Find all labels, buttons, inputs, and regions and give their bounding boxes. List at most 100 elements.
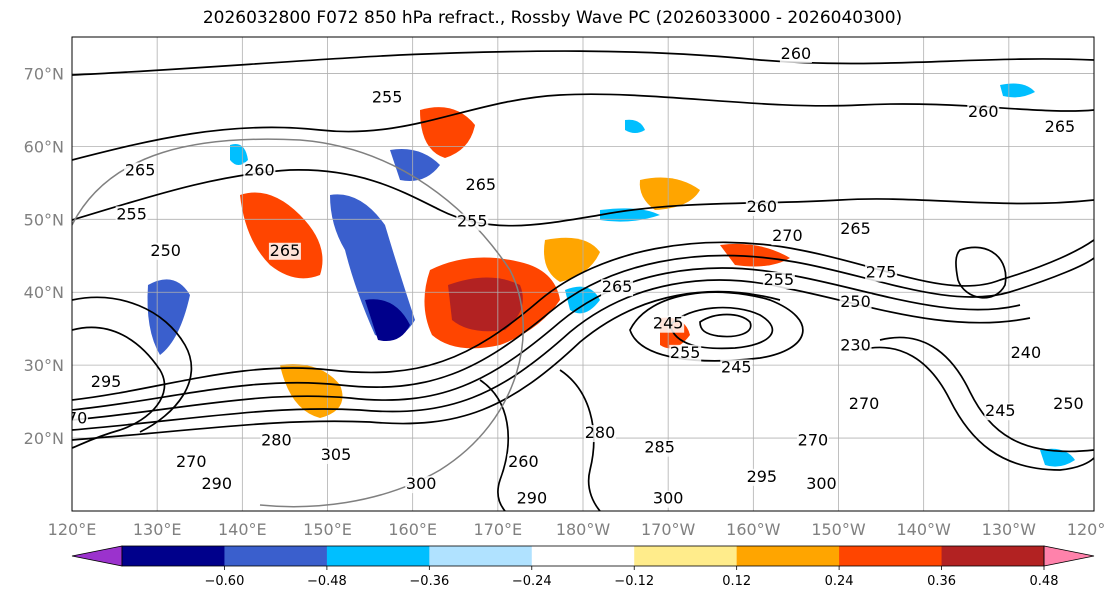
contour-value-label: 290 (517, 489, 548, 508)
contour-line (72, 326, 166, 449)
longitude-label: 170°E (474, 520, 523, 539)
positive-anomaly-region (280, 364, 343, 418)
contour-label-bg (584, 425, 617, 443)
contour-label-bg (839, 293, 872, 311)
negative-anomaly-region (390, 149, 440, 181)
colorbar-box (941, 546, 1045, 566)
contour-line (72, 296, 193, 433)
contour-line (559, 369, 601, 511)
contour-label-bg (515, 490, 548, 508)
colorbar-box (531, 546, 635, 566)
colorbar-tick-label: −0.24 (512, 574, 552, 589)
gridlines (72, 37, 1094, 511)
contour-label-bg (260, 432, 293, 450)
contour-value-label: 305 (321, 445, 352, 464)
contour-value-label: 245 (985, 401, 1016, 420)
longitude-label: 140°E (218, 520, 267, 539)
colorbar-tick-label: 0.12 (722, 574, 751, 589)
latitude-label: 40°N (24, 283, 64, 302)
contour-value-label: 265 (466, 175, 497, 194)
latitude-label: 60°N (24, 137, 64, 156)
colorbar-tick-label: −0.60 (205, 574, 245, 589)
contour-value-label: 300 (406, 474, 437, 493)
contour-label-bg (1043, 118, 1076, 136)
contour-label-bg (967, 104, 1000, 122)
negative-anomaly-region (330, 194, 415, 338)
contour-label-bg (507, 454, 540, 472)
contour-line (879, 336, 1094, 453)
longitude-label: 120°E (48, 520, 97, 539)
colorbar-extend-low (71, 545, 123, 567)
contour-label-bg (243, 162, 276, 180)
contour-label-bg (652, 315, 685, 333)
contour-label-bg (805, 476, 838, 494)
contour-value-label: 270 (798, 430, 829, 449)
contour-line (699, 313, 752, 338)
longitude-label: 140°W (896, 520, 951, 539)
contour-label-bg (771, 228, 804, 246)
colorbar: −0.60 −0.48 −0.36 −0.24 −0.12 0.12 0.24 0.36 0.4… (71, 545, 1095, 589)
negative-anomaly-region (1040, 448, 1075, 467)
contour-value-label: 300 (806, 474, 837, 493)
contour-value-label: 270 (176, 452, 207, 471)
contour-label-bg (779, 45, 812, 63)
positive-anomaly-region (240, 192, 323, 279)
contour-value-label: 285 (644, 438, 675, 457)
contour-value-label: 255 (670, 343, 701, 362)
contour-line (859, 346, 1094, 471)
contour-value-label: 270 (772, 226, 803, 245)
contour-label-bg (405, 476, 438, 494)
contour-value-label: 260 (747, 197, 778, 216)
contour-value-label: 265 (125, 161, 156, 180)
contour-value-label: 265 (270, 241, 301, 260)
contour-line (72, 50, 1094, 76)
contour-value-label: 290 (202, 474, 233, 493)
contour-line (479, 379, 510, 511)
longitude-label: 120°W (1067, 520, 1105, 539)
contour-value-label: 295 (91, 372, 122, 391)
contour-label-bg (456, 213, 489, 231)
contour-label-bg (745, 468, 778, 486)
contour-label-bg (464, 177, 497, 195)
longitude-labels: 120°E 130°E 140°E 150°E 160°E 170°E 180°W 170°W… (48, 520, 1105, 539)
colorbar-tick-label: 0.24 (825, 574, 854, 589)
contour-value-label: 265 (1045, 117, 1076, 136)
contour-label-bg (669, 344, 702, 362)
contour-value-label: 270 (849, 394, 880, 413)
contour-label-bg (1052, 395, 1085, 413)
contour-value-label: 260 (244, 161, 275, 180)
contour-label-bg (848, 395, 881, 413)
contour-value-label: 275 (866, 263, 897, 282)
contour-value-label: 250 (150, 241, 181, 260)
colorbar-tick-label: 0.48 (1030, 574, 1059, 589)
contour-value-label: 245 (653, 314, 684, 333)
colorbar-box (429, 546, 533, 566)
colorbar-box (224, 546, 328, 566)
colorbar-box (634, 546, 738, 566)
contour-label-bg (371, 89, 404, 107)
colorbar-tick-label: 0.36 (927, 574, 956, 589)
contour-label-bg (839, 337, 872, 355)
negative-anomaly-region (147, 279, 190, 355)
longitude-label: 160°W (726, 520, 781, 539)
latitude-label: 70°N (24, 64, 64, 83)
contour-line (72, 290, 781, 441)
colorbar-outline (121, 545, 1045, 567)
contour-value-label: 255 (116, 204, 147, 223)
contour-value-label: 260 (968, 102, 999, 121)
contour-value-label: 250 (1053, 394, 1084, 413)
figure-title: 2026032800 F072 850 hPa refract., Rossby… (202, 8, 903, 28)
contour-value-label: 300 (653, 489, 684, 508)
colorbar-box (839, 546, 943, 566)
longitude-label: 150°E (303, 520, 352, 539)
contour-label-bg (268, 242, 301, 260)
contour-label-bg (720, 359, 753, 377)
contour-value-label: 255 (372, 88, 403, 107)
shading-layer (147, 83, 1075, 467)
longitude-label: 180°W (556, 520, 611, 539)
contour-value-label: 255 (457, 212, 488, 231)
colorbar-tick-label: −0.48 (307, 574, 347, 589)
contour-label-bg (1009, 344, 1042, 362)
colorbar-box (736, 546, 840, 566)
